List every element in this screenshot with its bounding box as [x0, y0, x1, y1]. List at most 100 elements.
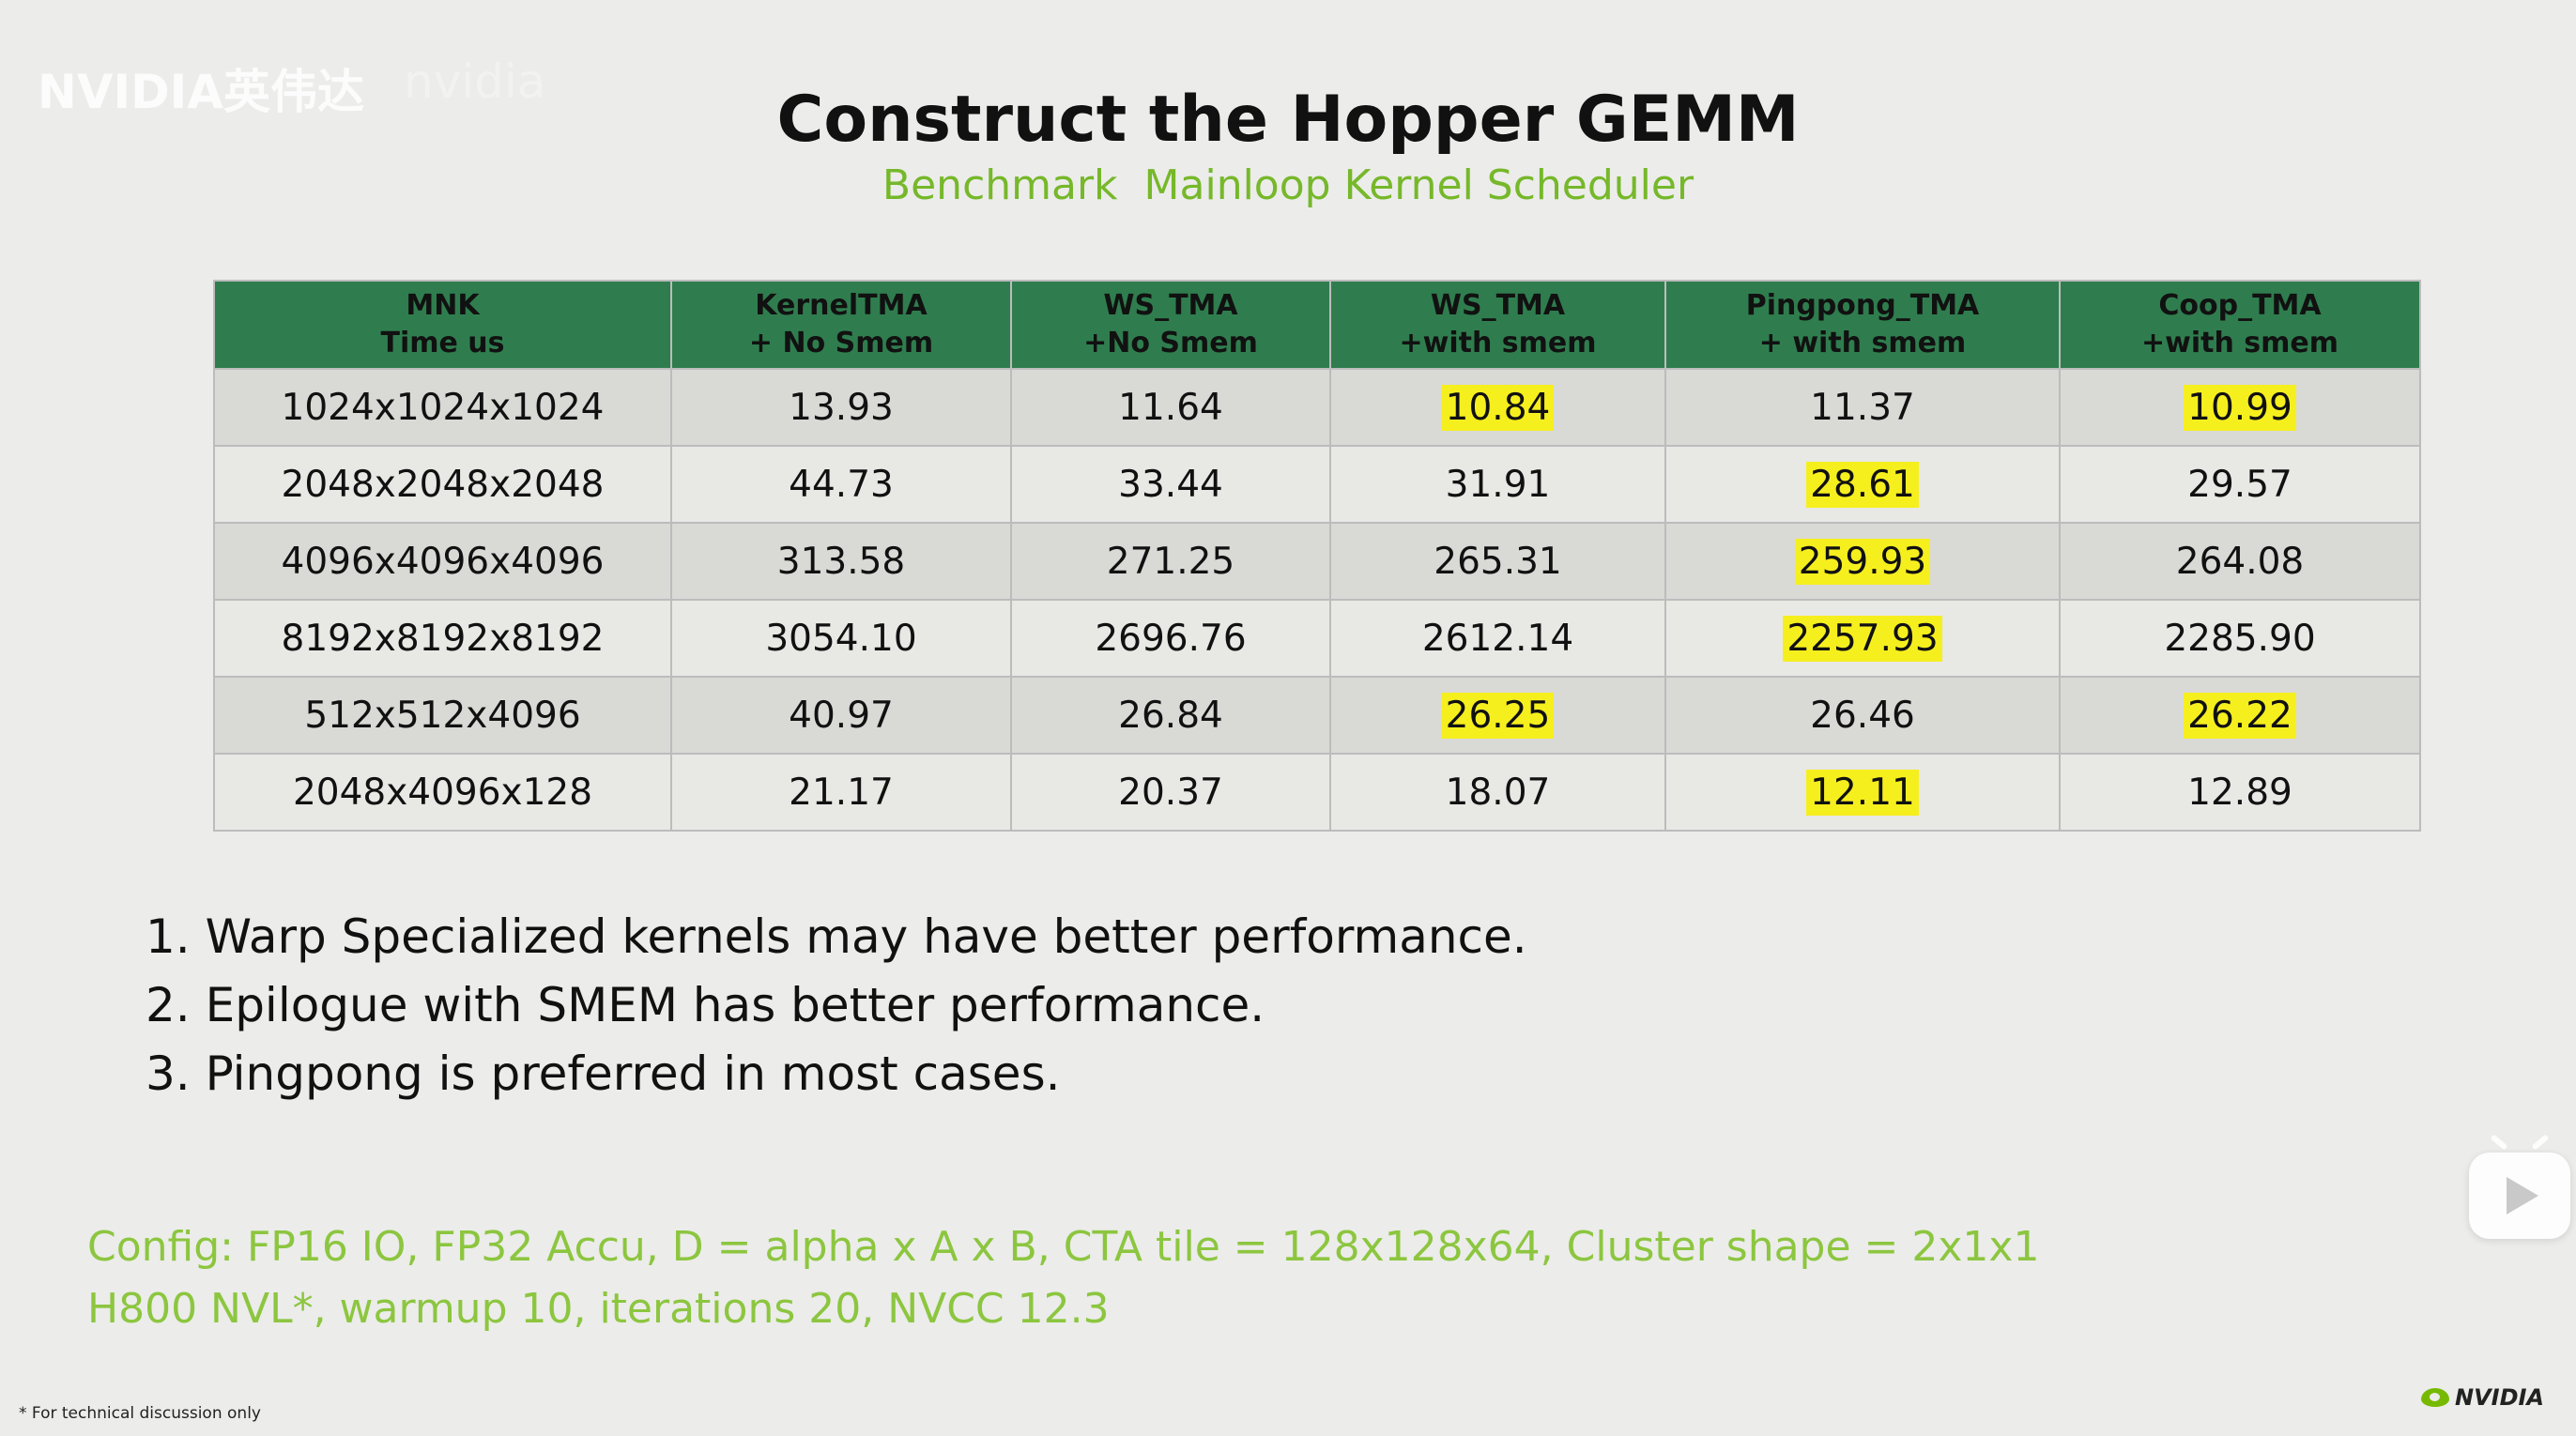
- table-cell: 13.93: [670, 368, 1012, 447]
- benchmark-table-container: MNK Time us KernelTMA + No Smem WS_TMA +No …: [213, 280, 2421, 832]
- cell-value: 26.84: [1118, 694, 1223, 737]
- table-cell-mnk: 4096x4096x4096: [213, 522, 672, 601]
- table-cell: 11.64: [1010, 368, 1331, 447]
- cell-value: 11.64: [1118, 386, 1223, 429]
- play-icon-ear-right: [2531, 1134, 2550, 1151]
- table-cell: 21.17: [670, 753, 1012, 832]
- logo-text: NVIDIA: [2454, 1384, 2544, 1411]
- table-row: 4096x4096x4096 313.58 271.25 265.31 259.93 26…: [213, 522, 2421, 601]
- cell-value: 18.07: [1445, 771, 1551, 814]
- table-cell: 264.08: [2059, 522, 2421, 601]
- cell-value: 11.37: [1810, 386, 1915, 429]
- play-icon-ear-left: [2490, 1134, 2508, 1151]
- highlighted-value: 259.93: [1794, 538, 1931, 585]
- header-pingpong-tma: Pingpong_TMA + with smem: [1664, 280, 2061, 370]
- config-line-2: H800 NVL*, warmup 10, iterations 20, NVC…: [87, 1285, 1110, 1333]
- cell-value: 2696.76: [1095, 617, 1247, 660]
- table-cell: 10.84: [1329, 368, 1666, 447]
- highlighted-value: 28.61: [1806, 461, 1919, 508]
- table-cell-mnk: 2048x4096x128: [213, 753, 672, 832]
- play-button[interactable]: [2469, 1134, 2570, 1239]
- cell-value: 33.44: [1118, 463, 1223, 506]
- table-row: 2048x4096x128 21.17 20.37 18.07 12.11 12.89: [213, 753, 2421, 832]
- highlighted-value: 10.84: [1441, 384, 1555, 431]
- subtitle-part-benchmark: Benchmark: [882, 161, 1118, 209]
- table-cell-mnk: 2048x2048x2048: [213, 445, 672, 524]
- cell-value: 21.17: [789, 771, 894, 814]
- cell-value: 31.91: [1445, 463, 1551, 506]
- cell-value: 29.57: [2187, 463, 2292, 506]
- note-item: 3. Pingpong is preferred in most cases.: [146, 1046, 1061, 1101]
- cell-value: 2285.90: [2164, 617, 2316, 660]
- table-cell: 28.61: [1664, 445, 2061, 524]
- table-cell: 29.57: [2059, 445, 2421, 524]
- cell-value: 40.97: [789, 694, 894, 737]
- header-ws-tma-smem: WS_TMA +with smem: [1329, 280, 1666, 370]
- slide-subtitle: Benchmark Mainloop Kernel Scheduler: [0, 161, 2576, 209]
- nvidia-logo: NVIDIA: [2420, 1384, 2544, 1411]
- table-row: 8192x8192x8192 3054.10 2696.76 2612.14 2257.…: [213, 599, 2421, 678]
- cell-value: 271.25: [1106, 540, 1235, 583]
- table-cell: 26.25: [1329, 676, 1666, 755]
- cell-value: 3054.10: [765, 617, 917, 660]
- watermark-faint: nvidia: [404, 54, 546, 109]
- table-cell-mnk: 512x512x4096: [213, 676, 672, 755]
- table-cell-mnk: 8192x8192x8192: [213, 599, 672, 678]
- watermark-brand: NVIDIA英伟达: [38, 65, 364, 119]
- cell-value: 2612.14: [1421, 617, 1574, 660]
- table-row: 1024x1024x1024 13.93 11.64 10.84 11.37 10.99: [213, 368, 2421, 447]
- nvidia-eye-icon: [2420, 1388, 2449, 1407]
- slide-title: Construct the Hopper GEMM: [776, 83, 1800, 157]
- table-cell-mnk: 1024x1024x1024: [213, 368, 672, 447]
- table-row: 512x512x4096 40.97 26.84 26.25 26.46 26.22: [213, 676, 2421, 755]
- table-cell: 44.73: [670, 445, 1012, 524]
- table-cell: 313.58: [670, 522, 1012, 601]
- table-cell: 271.25: [1010, 522, 1331, 601]
- table-cell: 26.84: [1010, 676, 1331, 755]
- table-cell: 40.97: [670, 676, 1012, 755]
- cell-value: 265.31: [1434, 540, 1562, 583]
- header-coop-tma: Coop_TMA +with smem: [2059, 280, 2421, 370]
- cell-value: 20.37: [1118, 771, 1223, 814]
- config-block: Config: FP16 IO, FP32 Accu, D = alpha x …: [87, 1216, 2039, 1340]
- table-cell: 2285.90: [2059, 599, 2421, 678]
- header-mnk: MNK Time us: [213, 280, 672, 370]
- cell-value: 44.73: [789, 463, 894, 506]
- cell-value: 26.46: [1810, 694, 1915, 737]
- subtitle-part-scheduler: Mainloop Kernel Scheduler: [1143, 161, 1694, 209]
- highlighted-value: 26.22: [2184, 692, 2296, 739]
- highlighted-value: 26.25: [1441, 692, 1555, 739]
- table-cell: 31.91: [1329, 445, 1666, 524]
- table-cell: 3054.10: [670, 599, 1012, 678]
- note-item: 2. Epilogue with SMEM has better perform…: [146, 978, 1265, 1032]
- table-cell: 12.11: [1664, 753, 2061, 832]
- cell-value: 264.08: [2175, 540, 2305, 583]
- table-cell: 265.31: [1329, 522, 1666, 601]
- table-cell: 18.07: [1329, 753, 1666, 832]
- highlighted-value: 2257.93: [1783, 615, 1942, 662]
- table-cell: 259.93: [1664, 522, 2061, 601]
- table-cell: 33.44: [1010, 445, 1331, 524]
- notes-list: 1. Warp Specialized kernels may have bet…: [146, 903, 1527, 1108]
- table-cell: 2696.76: [1010, 599, 1331, 678]
- table-cell: 10.99: [2059, 368, 2421, 447]
- table-cell: 2612.14: [1329, 599, 1666, 678]
- table-body: 1024x1024x1024 13.93 11.64 10.84 11.37 10.99 2…: [213, 368, 2421, 832]
- table-cell: 12.89: [2059, 753, 2421, 832]
- table-cell: 20.37: [1010, 753, 1331, 832]
- cell-value: 313.58: [776, 540, 906, 583]
- benchmark-table: MNK Time us KernelTMA + No Smem WS_TMA +No …: [213, 280, 2421, 832]
- highlighted-value: 12.11: [1806, 769, 1919, 816]
- table-cell: 2257.93: [1664, 599, 2061, 678]
- highlighted-value: 10.99: [2184, 384, 2296, 431]
- footnote: * For technical discussion only: [19, 1404, 261, 1423]
- note-item: 1. Warp Specialized kernels may have bet…: [146, 909, 1527, 964]
- table-cell: 26.22: [2059, 676, 2421, 755]
- header-kerneltma: KernelTMA + No Smem: [670, 280, 1012, 370]
- cell-value: 12.89: [2187, 771, 2292, 814]
- table-row: 2048x2048x2048 44.73 33.44 31.91 28.61 29.57: [213, 445, 2421, 524]
- table-cell: 11.37: [1664, 368, 2061, 447]
- table-cell: 26.46: [1664, 676, 2061, 755]
- cell-value: 13.93: [789, 386, 894, 429]
- table-header-row: MNK Time us KernelTMA + No Smem WS_TMA +No …: [213, 280, 2421, 370]
